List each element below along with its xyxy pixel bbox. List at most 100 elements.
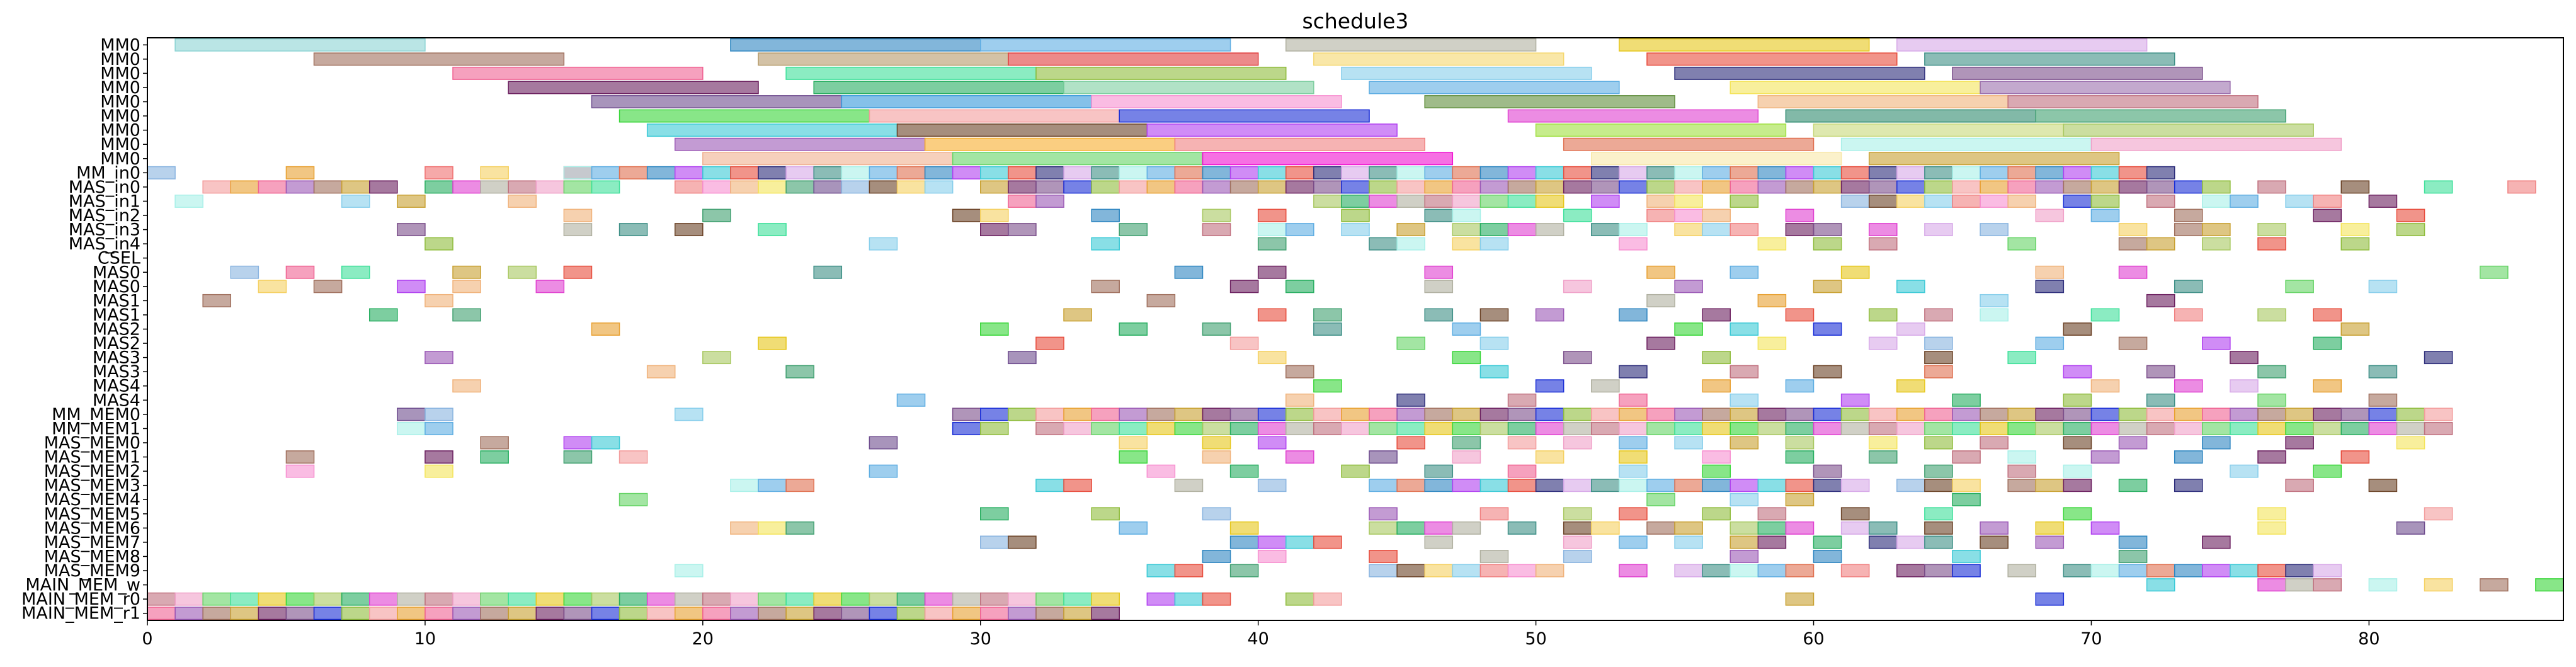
task-bar — [2257, 521, 2286, 535]
task-bar — [1507, 180, 1537, 194]
task-bar — [1507, 464, 1537, 478]
task-bar — [2285, 436, 2314, 450]
task-bar — [1424, 564, 1454, 578]
task-bar — [674, 223, 704, 237]
x-tick-label: 60 — [1803, 629, 1824, 649]
task-bar — [2118, 436, 2148, 450]
task-bar — [591, 180, 620, 194]
task-bar — [2174, 564, 2203, 578]
task-bar — [1452, 421, 1481, 435]
task-bar — [425, 592, 453, 606]
task-bar — [1646, 408, 1675, 421]
task-bar — [1619, 365, 1648, 379]
task-bar — [2396, 408, 2425, 421]
task-bar — [230, 592, 259, 606]
task-bar — [1174, 592, 1204, 606]
task-bar — [869, 607, 898, 620]
task-bar — [2368, 393, 2398, 407]
task-bar — [174, 38, 426, 52]
task-bar — [2257, 564, 2286, 578]
task-bar — [2007, 564, 2037, 578]
task-bar — [702, 351, 731, 365]
task-bar — [1257, 208, 1287, 222]
task-bar — [1341, 195, 1370, 208]
task-bar — [1229, 421, 1259, 435]
task-bar — [1452, 237, 1481, 251]
task-bar — [1591, 379, 1620, 393]
task-bar — [1702, 180, 1731, 194]
task-bar — [1730, 436, 1759, 450]
task-bar — [1813, 223, 1842, 237]
task-bar — [1840, 166, 1870, 180]
task-bar — [1257, 223, 1287, 237]
task-bar — [1785, 493, 1815, 506]
task-bar — [1119, 322, 1148, 336]
task-bar — [896, 166, 926, 180]
task-bar — [952, 166, 981, 180]
task-bar — [1396, 237, 1425, 251]
task-bar — [1257, 436, 1287, 450]
task-bar — [1313, 322, 1342, 336]
row-label: MAS_in2 — [69, 206, 140, 225]
task-bar — [2118, 421, 2148, 435]
task-bar — [563, 180, 593, 194]
task-bar — [1646, 265, 1675, 279]
task-bar — [1396, 393, 1425, 407]
task-bar — [841, 592, 870, 606]
task-bar — [1452, 322, 1481, 336]
task-bar — [980, 166, 1009, 180]
task-bar — [425, 450, 453, 464]
row-label: MAS1 — [93, 305, 140, 325]
row-label: MM0 — [100, 121, 140, 140]
row-label: MAS_in4 — [69, 234, 140, 254]
task-bar — [285, 464, 315, 478]
task-bar — [1119, 450, 1148, 464]
task-bar — [1174, 265, 1204, 279]
task-bar — [2174, 450, 2203, 464]
task-bar — [508, 195, 537, 208]
task-bar — [2146, 195, 2175, 208]
task-bar — [980, 223, 1009, 237]
task-bar — [1396, 223, 1425, 237]
task-bar — [1257, 479, 1287, 493]
task-bar — [1563, 436, 1592, 450]
task-bar — [980, 322, 1009, 336]
task-bar — [1369, 564, 1398, 578]
task-bar — [1674, 521, 1703, 535]
task-bar — [1146, 408, 1176, 421]
task-bar — [425, 607, 453, 620]
task-bar — [1563, 280, 1592, 294]
task-bar — [1285, 180, 1314, 194]
task-bar — [1202, 421, 1231, 435]
task-bar — [1785, 521, 1815, 535]
task-bar — [425, 166, 453, 180]
task-bar — [1868, 408, 1898, 421]
task-bar — [2368, 195, 2398, 208]
task-bar — [730, 592, 759, 606]
task-bar — [174, 592, 203, 606]
task-bar — [313, 592, 343, 606]
task-bar — [2007, 166, 2037, 180]
task-bar — [2285, 578, 2314, 592]
task-bar — [1202, 166, 1231, 180]
task-bar — [1146, 592, 1176, 606]
task-bar — [1396, 336, 1425, 350]
task-bar — [1479, 223, 1509, 237]
row-label: MAS1 — [93, 291, 140, 311]
task-bar — [1702, 479, 1731, 493]
task-bar — [1563, 521, 1592, 535]
task-bar — [1896, 421, 1925, 435]
task-bar — [1868, 450, 1898, 464]
task-bar — [2007, 464, 2037, 478]
task-bar — [508, 592, 537, 606]
row-label: MAS2 — [93, 320, 140, 339]
task-bar — [508, 81, 759, 94]
task-bar — [1591, 166, 1620, 180]
row-label: MAIN_MEM_r1 — [21, 604, 140, 624]
task-bar — [1952, 195, 1981, 208]
task-bar — [813, 607, 843, 620]
task-bar — [1619, 237, 1648, 251]
task-bar — [1035, 408, 1064, 421]
task-bar — [1868, 152, 2120, 166]
